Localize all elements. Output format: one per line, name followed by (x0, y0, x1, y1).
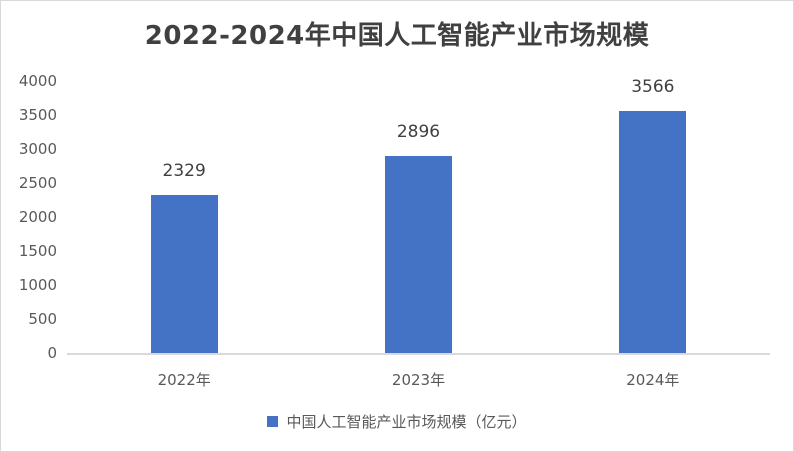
chart-title: 2022-2024年中国人工智能产业市场规模 (144, 21, 650, 51)
legend: 中国人工智能产业市场规模（亿元） (1, 411, 793, 432)
y-tick-label: 3500 (18, 106, 57, 124)
bar-2024年 (619, 110, 687, 353)
data-label: 2896 (396, 122, 441, 143)
x-tick-label: 2022年 (157, 371, 211, 389)
y-tick-label: 4000 (18, 72, 57, 90)
y-tick-label: 500 (28, 310, 57, 328)
legend-label: 中国人工智能产业市场规模（亿元） (286, 413, 527, 431)
bar-2022年 (150, 194, 218, 353)
x-tick-label: 2023年 (391, 371, 446, 389)
y-tick-label: 0 (47, 344, 57, 362)
y-tick-label: 2500 (18, 174, 57, 192)
y-tick-label: 2000 (18, 208, 57, 226)
x-tick-label: 2024年 (626, 371, 680, 389)
bar-2023年 (385, 156, 452, 353)
data-label: 3566 (631, 76, 675, 97)
y-tick-label: 1500 (18, 242, 57, 260)
x-axis-line (67, 353, 770, 355)
data-label: 2329 (162, 160, 206, 181)
y-tick-label: 1000 (18, 276, 57, 294)
y-tick-label: 3000 (18, 140, 57, 158)
legend-swatch-icon (267, 416, 279, 427)
